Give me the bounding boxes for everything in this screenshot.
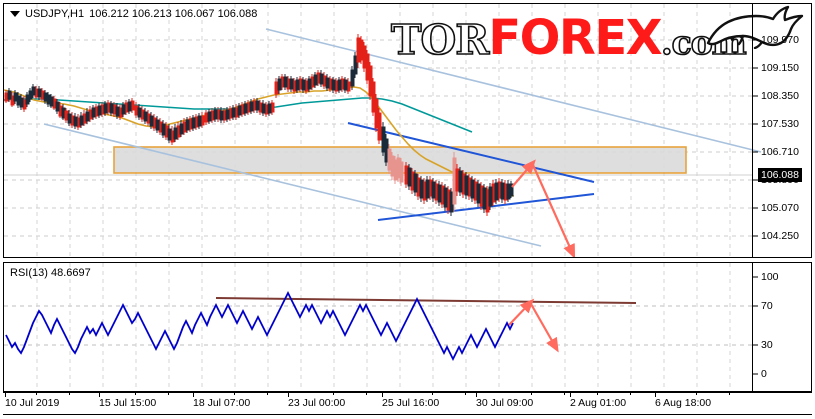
descending-channel-lines [43,28,762,247]
chevron-down-icon[interactable] [10,11,20,17]
price-tick: 105.070 [761,202,799,214]
date-tick: 10 Jul 2019 [5,397,60,409]
rsi-tick: 30 [761,339,773,351]
date-tick: 18 Jul 07:00 [193,397,251,409]
date-axis-rule-bottom [3,414,812,415]
channel-upper-line [265,28,762,153]
price-axis: 109.970 109.150 108.350 107.530 106.710 … [753,4,811,257]
price-tick: 108.350 [761,90,799,102]
triangle-resistance-line [347,122,595,183]
date-tick: 23 Jul 00:00 [288,397,346,409]
rsi-line [5,290,514,362]
price-tick: 109.970 [761,34,799,46]
rsi-plot-area[interactable]: 100 70 30 0 [4,263,811,391]
price-axis-separator [752,4,753,257]
channel-lower-line [43,123,542,247]
rsi-tick: 0 [761,368,767,380]
price-chart-svg [4,4,762,257]
rsi-tick: 100 [761,271,779,283]
price-tick: 104.250 [761,230,799,242]
current-price-badge: 106.088 [758,168,802,182]
rsi-level-lines [4,305,752,346]
price-chart-panel[interactable]: 109.970 109.150 108.350 107.530 106.710 … [3,3,812,258]
symbol-label: USDJPY,H1 [25,8,85,20]
price-plot-area[interactable]: 109.970 109.150 108.350 107.530 106.710 … [4,4,811,257]
price-tick: 109.150 [761,62,799,74]
date-tick: 2 Aug 01:00 [570,397,627,409]
rsi-forecast-arrow-down [530,303,559,353]
rsi-axis: 100 70 30 0 [753,263,811,391]
candlestick-series [4,34,514,216]
date-axis: 10 Jul 2019 15 Jul 15:00 18 Jul 07:00 23… [3,392,812,418]
price-tick: 106.710 [761,146,799,158]
date-tick: 6 Aug 18:00 [655,397,712,409]
price-forecast-arrows [511,159,576,257]
price-vertical-gridlines [36,4,731,257]
rsi-tick: 70 [761,300,773,312]
ohlc-values: 106.212 106.213 106.067 106.088 [89,8,258,20]
symbol-quote-line[interactable]: USDJPY,H1 106.212 106.213 106.067 106.08… [10,8,257,20]
rsi-indicator-panel[interactable]: 100 70 30 0 RSI(13) 48.6697 [3,262,812,392]
forecast-arrow-up [511,159,536,188]
rsi-resistance-trendline [215,297,637,304]
rsi-forecast-arrows [508,298,559,353]
rsi-axis-separator [752,263,753,391]
rsi-forecast-arrow-up [508,298,535,326]
date-tick: 25 Jul 16:00 [382,397,440,409]
rsi-indicator-label: RSI(13) 48.6697 [10,267,91,279]
date-tick: 30 Jul 09:00 [476,397,534,409]
rsi-chart-svg [4,263,752,391]
price-tick: 107.530 [761,118,799,130]
date-axis-rule-top [3,392,812,393]
forecast-arrow-down [531,164,576,257]
date-tick: 15 Jul 15:00 [99,397,157,409]
rsi-vertical-gridlines [36,263,731,391]
